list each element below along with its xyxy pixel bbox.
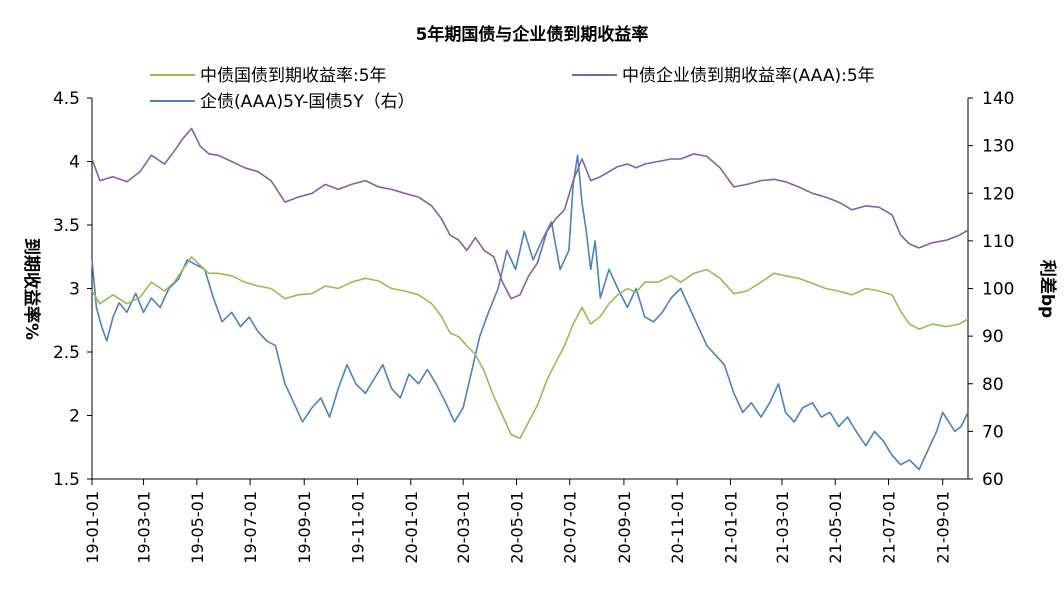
series-spread [91, 154, 969, 471]
legend-item-spread: 企债(AAA)5Y-国债5Y（右） [150, 92, 415, 112]
y-left-tick-label: 1.5 [53, 470, 80, 490]
x-tick-label: 19-01-01 [83, 491, 102, 564]
y-left-tick-label: 2.5 [53, 343, 80, 363]
x-tick-label: 21-07-01 [880, 491, 899, 564]
x-tick-label: 20-11-01 [668, 491, 687, 564]
y-right-tick-label: 120 [982, 184, 1014, 204]
y-right-tick-label: 80 [982, 375, 1004, 395]
x-tick-label: 19-03-01 [135, 491, 154, 564]
y-left-tick-label: 3.5 [53, 216, 80, 236]
series-corp-aaa-5y [91, 127, 969, 300]
y-right-tick-label: 130 [982, 137, 1014, 157]
x-tick-label: 19-07-01 [241, 491, 260, 564]
x-tick-label: 19-11-01 [349, 491, 368, 564]
series-gov-5y [91, 256, 969, 440]
axes: 1.5 2 2.5 3 3.5 4 4.5 60 70 80 90 100 110 120 130 140 19… [53, 89, 1015, 564]
x-tick-label: 21-01-01 [721, 491, 740, 564]
y-left-tick-label: 4.5 [53, 89, 80, 109]
legend-label-spread: 企债(AAA)5Y-国债5Y（右） [200, 92, 415, 112]
legend-item-gov: 中债国债到期收益率:5年 [150, 66, 387, 86]
x-tick-label: 21-09-01 [934, 491, 953, 564]
legend-label-corp: 中债企业债到期收益率(AAA):5年 [622, 66, 875, 86]
y-axis-right-title: 利差bp [1037, 260, 1058, 318]
x-tick-label: 20-09-01 [615, 491, 634, 564]
y-right-tick-label: 70 [982, 422, 1004, 442]
legend-label-gov: 中债国债到期收益率:5年 [200, 66, 387, 86]
y-right-tick-label: 100 [982, 280, 1014, 300]
legend: 中债国债到期收益率:5年 中债企业债到期收益率(AAA):5年 企债(AAA)5… [150, 66, 875, 112]
y-left-tick-label: 3 [69, 280, 80, 300]
x-tick-label: 21-03-01 [773, 491, 792, 564]
x-tick-label: 20-05-01 [507, 491, 526, 564]
x-tick-label: 20-07-01 [561, 491, 580, 564]
y-right-tick-label: 110 [982, 232, 1014, 252]
legend-item-corp: 中债企业债到期收益率(AAA):5年 [572, 66, 875, 86]
y-right-tick-label: 90 [982, 327, 1004, 347]
y-left-tick-label: 4 [69, 153, 80, 173]
y-right-tick-label: 60 [982, 470, 1004, 490]
x-tick-label: 21-05-01 [826, 491, 845, 564]
x-tick-label: 19-05-01 [188, 491, 207, 564]
x-tick-label: 20-03-01 [454, 491, 473, 564]
y-right-tick-label: 140 [982, 89, 1014, 109]
chart-title: 5年期国债与企业债到期收益率 [416, 24, 649, 45]
y-left-tick-label: 2 [69, 407, 80, 427]
x-tick-label: 20-01-01 [402, 491, 421, 564]
y-axis-left-title: 到期收益率% [21, 238, 42, 340]
series-layer [91, 127, 969, 471]
x-tick-label: 19-09-01 [295, 491, 314, 564]
